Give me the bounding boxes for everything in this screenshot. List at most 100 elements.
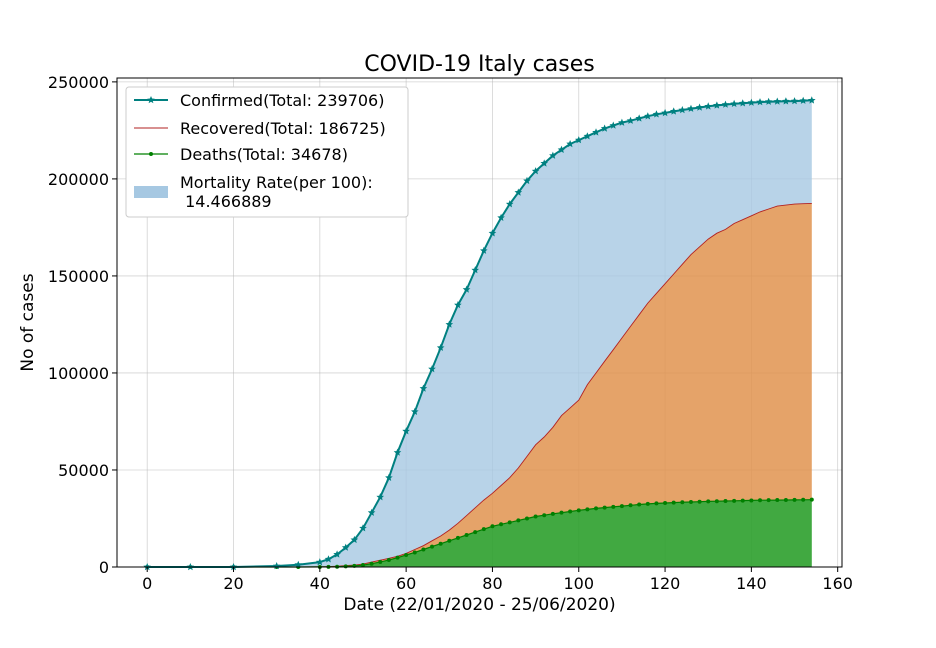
- deaths-point: [688, 499, 693, 504]
- confirmed-point: [462, 285, 471, 293]
- deaths-point: [801, 497, 806, 502]
- confirmed-point: [316, 558, 324, 566]
- deaths-point: [568, 509, 573, 514]
- deaths-point: [809, 497, 814, 502]
- legend-box: [125, 86, 409, 218]
- y-tick-label: 50000: [58, 461, 109, 480]
- confirmed-point: [350, 535, 359, 544]
- deaths-point: [740, 498, 745, 503]
- x-axis-ticks: 0 20 40 60 80 100 120 140 160: [142, 567, 853, 593]
- confirmed-point: [704, 102, 712, 110]
- deaths-point: [706, 499, 711, 504]
- deaths-point: [490, 524, 495, 529]
- y-axis-label: No of cases: [18, 273, 38, 371]
- deaths-point: [404, 552, 409, 557]
- confirmed-point: [505, 200, 514, 208]
- deaths-point: [542, 513, 547, 518]
- deaths-point: [775, 498, 780, 503]
- deaths-area: [147, 499, 812, 567]
- legend-mortality-swatch: [134, 186, 168, 198]
- deaths-point: [697, 499, 702, 504]
- confirmed-area: [147, 100, 812, 568]
- deaths-point: [524, 516, 529, 521]
- deaths-point: [758, 498, 763, 503]
- confirmed-point: [799, 96, 807, 104]
- series-markers: [143, 96, 816, 571]
- deaths-point: [455, 535, 460, 540]
- deaths-point: [714, 499, 719, 504]
- confirmed-point: [411, 407, 419, 415]
- confirmed-point: [764, 97, 773, 105]
- confirmed-point: [557, 145, 566, 153]
- deaths-point: [663, 500, 668, 505]
- x-tick-label: 20: [223, 574, 243, 593]
- y-tick-label: 0: [99, 558, 109, 577]
- x-tick-label: 120: [650, 574, 681, 593]
- confirmed-point: [808, 96, 816, 104]
- confirmed-point: [514, 188, 523, 196]
- x-tick-label: 60: [396, 574, 416, 593]
- confirmed-point: [531, 167, 540, 175]
- deaths-point: [369, 561, 374, 566]
- confirmed-point: [402, 427, 410, 435]
- confirmed-point: [324, 555, 333, 563]
- confirmed-point: [721, 100, 730, 108]
- deaths-point: [628, 503, 633, 508]
- deaths-point: [602, 505, 607, 510]
- confirmed-point: [626, 116, 635, 124]
- x-tick-label: 100: [563, 574, 594, 593]
- deaths-point: [576, 508, 581, 513]
- y-tick-label: 200000: [48, 170, 109, 189]
- confirmed-point: [367, 508, 376, 516]
- confirmed-point: [730, 99, 738, 107]
- confirmed-point: [609, 121, 618, 129]
- deaths-point: [438, 541, 443, 546]
- deaths-point: [473, 530, 478, 535]
- confirmed-point: [445, 320, 454, 328]
- deaths-point: [732, 498, 737, 503]
- confirmed-point: [419, 384, 428, 392]
- x-tick-label: 80: [482, 574, 502, 593]
- confirmed-point: [782, 97, 790, 105]
- confirmed-point: [600, 124, 609, 132]
- confirmed-point: [341, 543, 350, 551]
- confirmed-point: [713, 101, 721, 109]
- confirmed-point: [523, 176, 531, 185]
- confirmed-point: [635, 114, 643, 122]
- confirmed-point: [747, 98, 756, 106]
- area-fills: [147, 100, 812, 568]
- deaths-point: [594, 506, 599, 511]
- y-tick-label: 150000: [48, 267, 109, 286]
- recovered-area: [147, 203, 812, 567]
- deaths-point: [481, 527, 486, 532]
- confirmed-point: [471, 266, 479, 274]
- deaths-point: [766, 498, 771, 503]
- confirmed-point: [687, 104, 695, 112]
- deaths-point: [654, 501, 659, 506]
- confirmed-point: [738, 99, 747, 107]
- confirmed-point: [652, 110, 661, 118]
- confirmed-point: [549, 151, 557, 159]
- deaths-point: [783, 497, 788, 502]
- confirmed-point: [669, 107, 678, 115]
- y-axis-ticks: 0 50000 100000 150000 200000 250000: [48, 73, 117, 577]
- confirmed-point: [592, 128, 600, 136]
- x-axis-label: Date (22/01/2020 - 25/06/2020): [343, 595, 615, 615]
- confirmed-point: [454, 301, 462, 309]
- y-tick-label: 100000: [48, 364, 109, 383]
- recovered-line: [147, 202, 812, 568]
- confirmed-point: [566, 140, 574, 148]
- confirmed-point: [497, 213, 505, 221]
- confirmed-point: [790, 97, 799, 105]
- confirmed-point: [575, 136, 583, 144]
- deaths-point: [447, 538, 452, 543]
- confirmed-point: [618, 118, 626, 126]
- confirmed-point: [583, 132, 592, 140]
- deaths-point: [378, 559, 383, 564]
- deaths-point: [360, 563, 365, 568]
- legend-recovered-label: Recovered(Total: 186725): [180, 119, 386, 138]
- confirmed-point: [488, 229, 497, 237]
- confirmed-point: [773, 97, 782, 105]
- confirmed-point: [428, 365, 436, 373]
